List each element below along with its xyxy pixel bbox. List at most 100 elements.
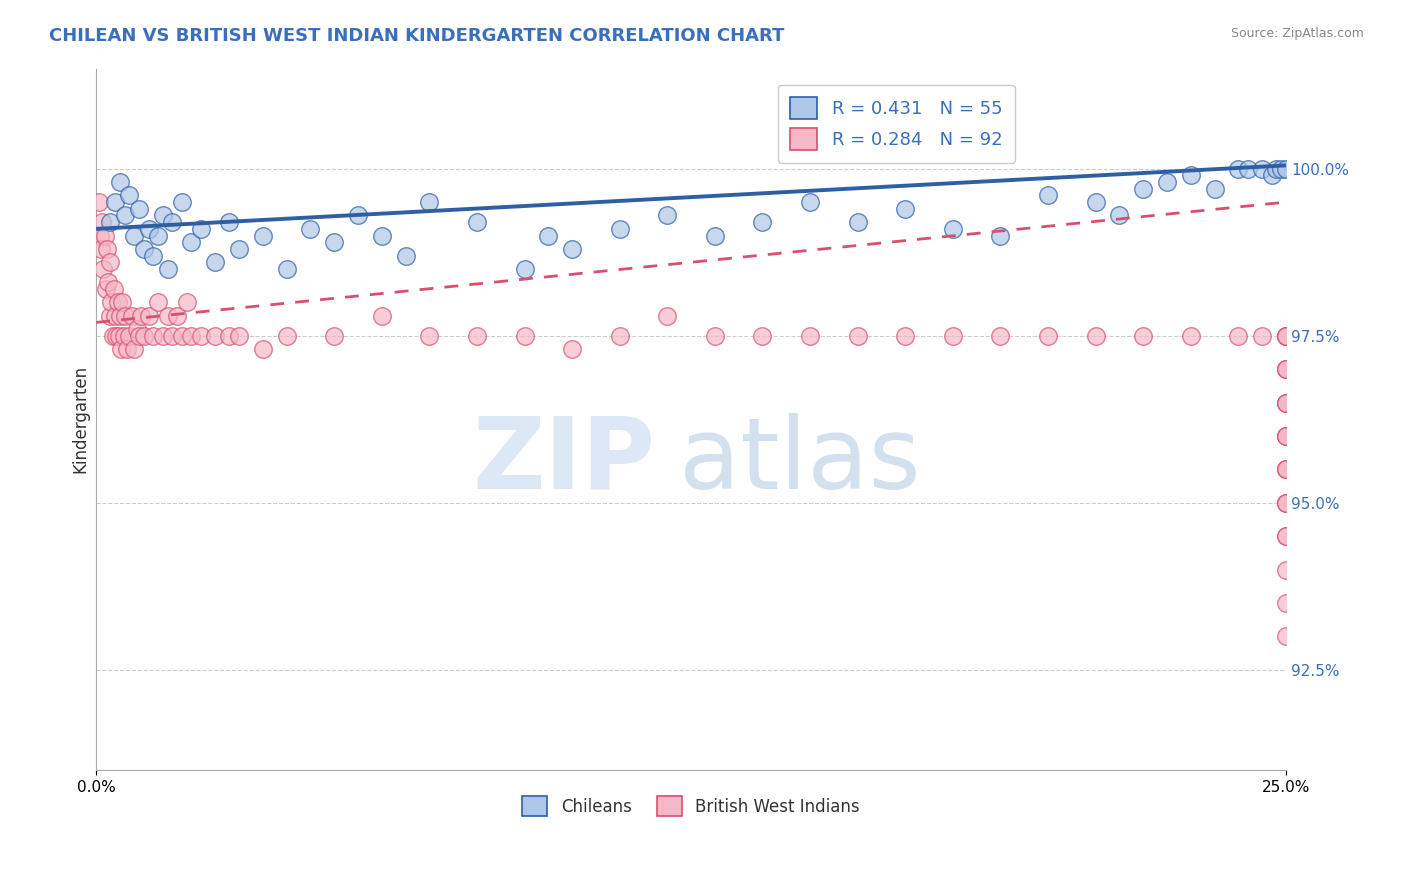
Point xyxy=(190,328,212,343)
Point xyxy=(299,222,322,236)
Point xyxy=(703,228,725,243)
Point xyxy=(1275,496,1298,510)
Point xyxy=(104,309,127,323)
Point xyxy=(1275,629,1298,643)
Point xyxy=(1036,188,1059,202)
Point xyxy=(128,328,150,343)
Point xyxy=(118,188,141,202)
Point xyxy=(1275,429,1298,443)
Point xyxy=(394,249,416,263)
Point xyxy=(252,342,274,356)
Point xyxy=(132,328,155,343)
Point xyxy=(1270,161,1292,176)
Text: ZIP: ZIP xyxy=(472,413,655,510)
Point xyxy=(323,235,346,250)
Point xyxy=(1265,161,1288,176)
Y-axis label: Kindergarten: Kindergarten xyxy=(72,365,89,474)
Point xyxy=(846,328,869,343)
Point xyxy=(94,282,117,296)
Point xyxy=(97,275,120,289)
Point xyxy=(114,309,136,323)
Point xyxy=(1084,195,1107,210)
Point xyxy=(176,295,198,310)
Point xyxy=(100,215,122,229)
Point xyxy=(418,328,440,343)
Point xyxy=(1275,362,1298,376)
Point xyxy=(1227,328,1250,343)
Point xyxy=(125,322,148,336)
Point xyxy=(537,228,560,243)
Point xyxy=(131,309,153,323)
Point xyxy=(1036,328,1059,343)
Point xyxy=(1132,182,1154,196)
Point xyxy=(1204,182,1226,196)
Point xyxy=(111,295,134,310)
Point xyxy=(101,328,124,343)
Point xyxy=(170,195,193,210)
Point xyxy=(1275,395,1298,409)
Point xyxy=(1275,429,1298,443)
Point xyxy=(204,328,226,343)
Point xyxy=(100,295,122,310)
Point xyxy=(162,215,184,229)
Point xyxy=(128,202,150,216)
Point xyxy=(1275,496,1298,510)
Point xyxy=(561,242,583,256)
Point xyxy=(104,195,127,210)
Point xyxy=(114,209,136,223)
Point xyxy=(87,195,110,210)
Point xyxy=(218,215,240,229)
Point xyxy=(894,202,917,216)
Point xyxy=(751,328,773,343)
Point xyxy=(1275,395,1298,409)
Point xyxy=(1275,362,1298,376)
Point xyxy=(799,195,821,210)
Point xyxy=(100,309,122,323)
Point xyxy=(799,328,821,343)
Point xyxy=(465,215,488,229)
Point xyxy=(1275,161,1298,176)
Point xyxy=(1237,161,1260,176)
Point xyxy=(89,228,111,243)
Point xyxy=(170,328,193,343)
Point xyxy=(657,209,679,223)
Point xyxy=(1084,328,1107,343)
Point xyxy=(218,328,240,343)
Point xyxy=(103,282,125,296)
Point xyxy=(942,222,965,236)
Legend: Chileans, British West Indians: Chileans, British West Indians xyxy=(515,788,868,825)
Point xyxy=(1180,169,1202,183)
Point xyxy=(1275,429,1298,443)
Point xyxy=(204,255,226,269)
Point xyxy=(1275,328,1298,343)
Point xyxy=(110,342,132,356)
Point xyxy=(1275,328,1298,343)
Point xyxy=(1275,462,1298,476)
Point xyxy=(122,228,145,243)
Point xyxy=(751,215,773,229)
Point xyxy=(1275,563,1298,577)
Point xyxy=(138,309,160,323)
Point xyxy=(91,262,114,277)
Point xyxy=(1275,328,1298,343)
Point xyxy=(894,328,917,343)
Point xyxy=(371,309,394,323)
Point xyxy=(846,215,869,229)
Point xyxy=(347,209,370,223)
Point xyxy=(142,249,165,263)
Point xyxy=(132,242,155,256)
Point xyxy=(1275,462,1298,476)
Point xyxy=(121,309,143,323)
Point xyxy=(228,242,250,256)
Point xyxy=(1180,328,1202,343)
Point xyxy=(118,328,141,343)
Point xyxy=(1275,529,1298,543)
Point xyxy=(152,209,174,223)
Text: CHILEAN VS BRITISH WEST INDIAN KINDERGARTEN CORRELATION CHART: CHILEAN VS BRITISH WEST INDIAN KINDERGAR… xyxy=(49,27,785,45)
Point xyxy=(107,295,129,310)
Point xyxy=(112,328,135,343)
Point xyxy=(98,255,121,269)
Point xyxy=(1260,169,1282,183)
Point xyxy=(703,328,725,343)
Point xyxy=(513,328,536,343)
